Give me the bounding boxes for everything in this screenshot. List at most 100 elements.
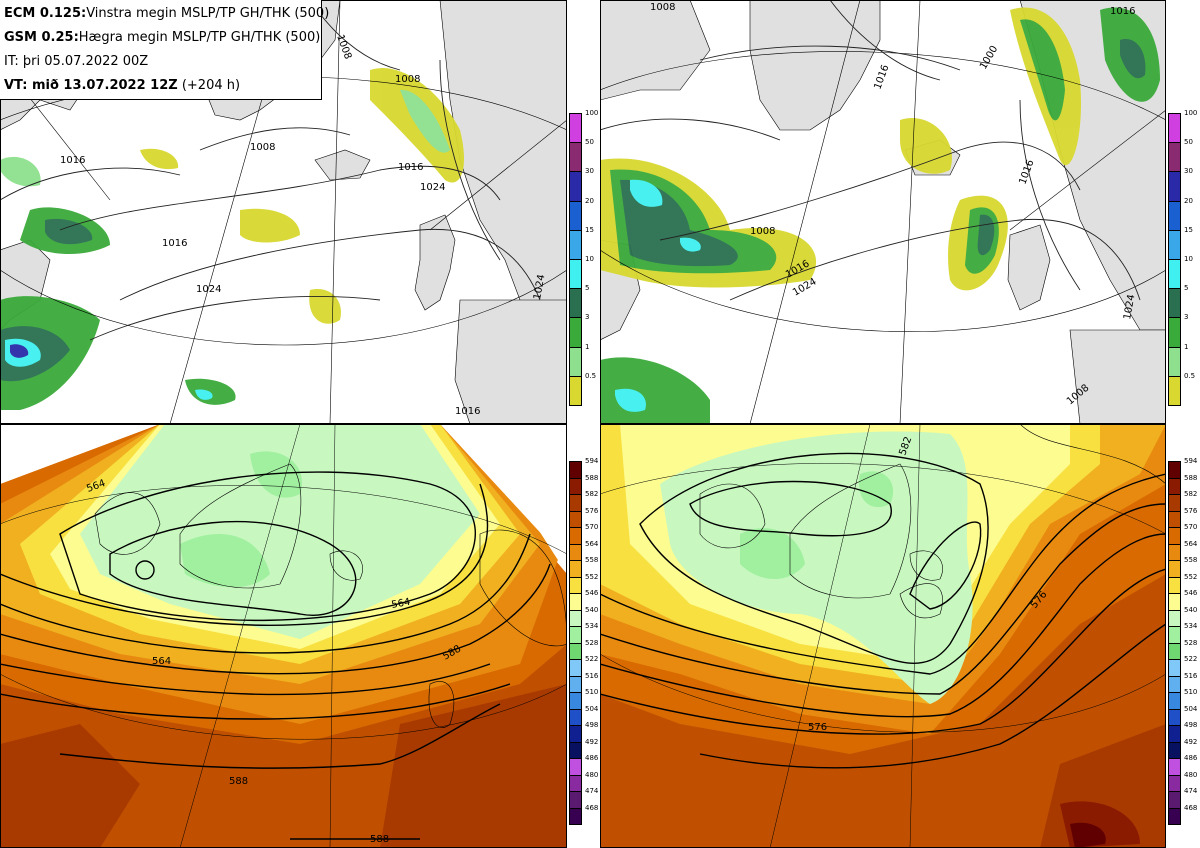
precipitation-areas bbox=[600, 7, 1160, 424]
legend-swatch bbox=[1168, 774, 1181, 792]
legend-swatch bbox=[569, 229, 582, 260]
legend-swatch bbox=[569, 741, 582, 759]
legend-swatch bbox=[569, 288, 582, 319]
legend-label: 20 bbox=[585, 196, 594, 205]
gsm-precip-legend: 100 50 30 20 15 10 5 3 1 0.5 bbox=[1168, 109, 1200, 406]
isobar-label: 1008 bbox=[250, 142, 275, 153]
legend-swatch bbox=[1168, 142, 1181, 173]
legend-swatch bbox=[569, 659, 582, 677]
legend-label: 516 bbox=[1184, 671, 1198, 680]
thickness-fill-534 bbox=[740, 528, 805, 579]
legend-label: 474 bbox=[585, 787, 599, 795]
gsm-mslp-precip-map: 1008 1016 1000 1016 1024 1008 1016 1016 … bbox=[600, 0, 1166, 424]
isobars bbox=[600, 0, 1141, 301]
legend-label: 1 bbox=[585, 342, 590, 351]
legend-label: 510 bbox=[1184, 688, 1198, 696]
legend-swatch bbox=[1168, 791, 1181, 809]
legend-swatch bbox=[1168, 346, 1181, 377]
legend-swatch bbox=[1168, 494, 1181, 512]
legend-swatch bbox=[1168, 758, 1181, 776]
valid-time-offset: (+204 h) bbox=[177, 78, 241, 93]
contour-label: 564 bbox=[391, 597, 412, 611]
legend-label: 15 bbox=[1184, 225, 1193, 234]
forecast-info-box: ECM 0.125:Vinstra megin MSLP/TP GH/THK (… bbox=[0, 0, 329, 100]
legend-label: 522 bbox=[1184, 655, 1198, 663]
legend-label: 564 bbox=[1184, 539, 1198, 548]
thickness-fill-576 bbox=[600, 574, 1166, 848]
legend-swatch bbox=[1168, 527, 1181, 545]
thickness-fill-594 bbox=[1070, 822, 1106, 848]
legend-swatch bbox=[569, 560, 582, 578]
legend-swatch bbox=[1168, 543, 1181, 561]
legend-label: 50 bbox=[585, 138, 594, 147]
gsm-model-name: GSM 0.25: bbox=[4, 30, 79, 45]
legend-label: 0.5 bbox=[585, 371, 597, 380]
legend-label: 468 bbox=[585, 803, 599, 812]
legend-swatch bbox=[1168, 708, 1181, 726]
contour-label: 588 bbox=[370, 834, 389, 845]
legend-swatch bbox=[569, 317, 582, 348]
graticule bbox=[0, 424, 567, 848]
contour-label: 576 bbox=[808, 722, 827, 733]
legend-swatch bbox=[569, 675, 582, 693]
legend-label: 492 bbox=[585, 737, 599, 746]
graticule bbox=[600, 0, 1166, 424]
legend-swatch bbox=[569, 576, 582, 594]
thickness-fill-540 bbox=[80, 424, 480, 639]
legend-swatch bbox=[569, 142, 582, 173]
precipitation-areas bbox=[0, 68, 465, 410]
legend-swatch bbox=[1168, 642, 1181, 660]
legend-swatch bbox=[1168, 317, 1181, 348]
legend-label: 528 bbox=[1184, 638, 1198, 647]
legend-swatch bbox=[569, 461, 582, 479]
isobar-label: 1024 bbox=[420, 182, 445, 193]
legend-label: 534 bbox=[1184, 622, 1198, 630]
init-time: IT: þri 05.07.2022 00Z bbox=[4, 54, 149, 69]
isobar-label: 1024 bbox=[196, 284, 221, 295]
legend-label: 552 bbox=[1184, 572, 1198, 581]
legend-swatch bbox=[1168, 659, 1181, 677]
gsm-gh-thickness-map: 582 576 576 bbox=[600, 424, 1166, 848]
white-corner bbox=[470, 424, 567, 574]
legend-swatch bbox=[569, 609, 582, 627]
legend-label: 546 bbox=[1184, 589, 1198, 597]
europe-landmass bbox=[1069, 329, 1166, 424]
legend-label: 552 bbox=[585, 572, 599, 581]
legend-swatch bbox=[1168, 229, 1181, 260]
ecm-model-desc: Vinstra megin MSLP/TP GH/THK (500) bbox=[86, 6, 330, 21]
legend-swatch bbox=[1168, 807, 1181, 825]
ecm-thickness-legend: 594 588 582 576 570 564 558 552 546 540 534 528 522 5… bbox=[569, 457, 601, 825]
legend-swatch bbox=[1168, 288, 1181, 319]
legend-swatch bbox=[569, 593, 582, 611]
white-corner-left bbox=[0, 424, 160, 484]
legend-swatch bbox=[569, 626, 582, 644]
legend-label: 486 bbox=[1184, 754, 1198, 762]
legend-swatch bbox=[1168, 725, 1181, 743]
legend-swatch bbox=[569, 791, 582, 809]
legend-label: 540 bbox=[585, 605, 599, 614]
legend-label: 504 bbox=[1184, 704, 1198, 713]
legend-label: 504 bbox=[585, 704, 599, 713]
ecm-model-line: ECM 0.125:Vinstra megin MSLP/TP GH/THK (… bbox=[4, 3, 329, 27]
legend-label: 30 bbox=[585, 167, 594, 176]
legend-swatch bbox=[1168, 626, 1181, 644]
legend-label: 516 bbox=[585, 671, 599, 680]
legend-label: 594 bbox=[585, 457, 599, 465]
legend-swatch bbox=[569, 113, 582, 144]
legend-swatch bbox=[569, 171, 582, 202]
legend-swatch bbox=[569, 375, 582, 406]
legend-swatch bbox=[1168, 675, 1181, 693]
legend-swatch bbox=[1168, 510, 1181, 528]
legend-label: 588 bbox=[1184, 473, 1198, 482]
legend-label: 588 bbox=[585, 473, 599, 482]
thickness-fill-534 bbox=[180, 534, 270, 588]
legend-swatch bbox=[569, 494, 582, 512]
legend-label: 0.5 bbox=[1184, 371, 1196, 380]
legend-label: 582 bbox=[1184, 490, 1198, 498]
legend-label: 474 bbox=[1184, 787, 1198, 795]
iceland-landmass bbox=[314, 149, 371, 181]
legend-label: 594 bbox=[1184, 457, 1198, 465]
legend-label: 576 bbox=[1184, 506, 1198, 515]
gsm-thickness-legend: 594 588 582 576 570 564 558 552 546 540 534 528 522 5… bbox=[1168, 457, 1200, 825]
legend-swatch bbox=[569, 259, 582, 290]
